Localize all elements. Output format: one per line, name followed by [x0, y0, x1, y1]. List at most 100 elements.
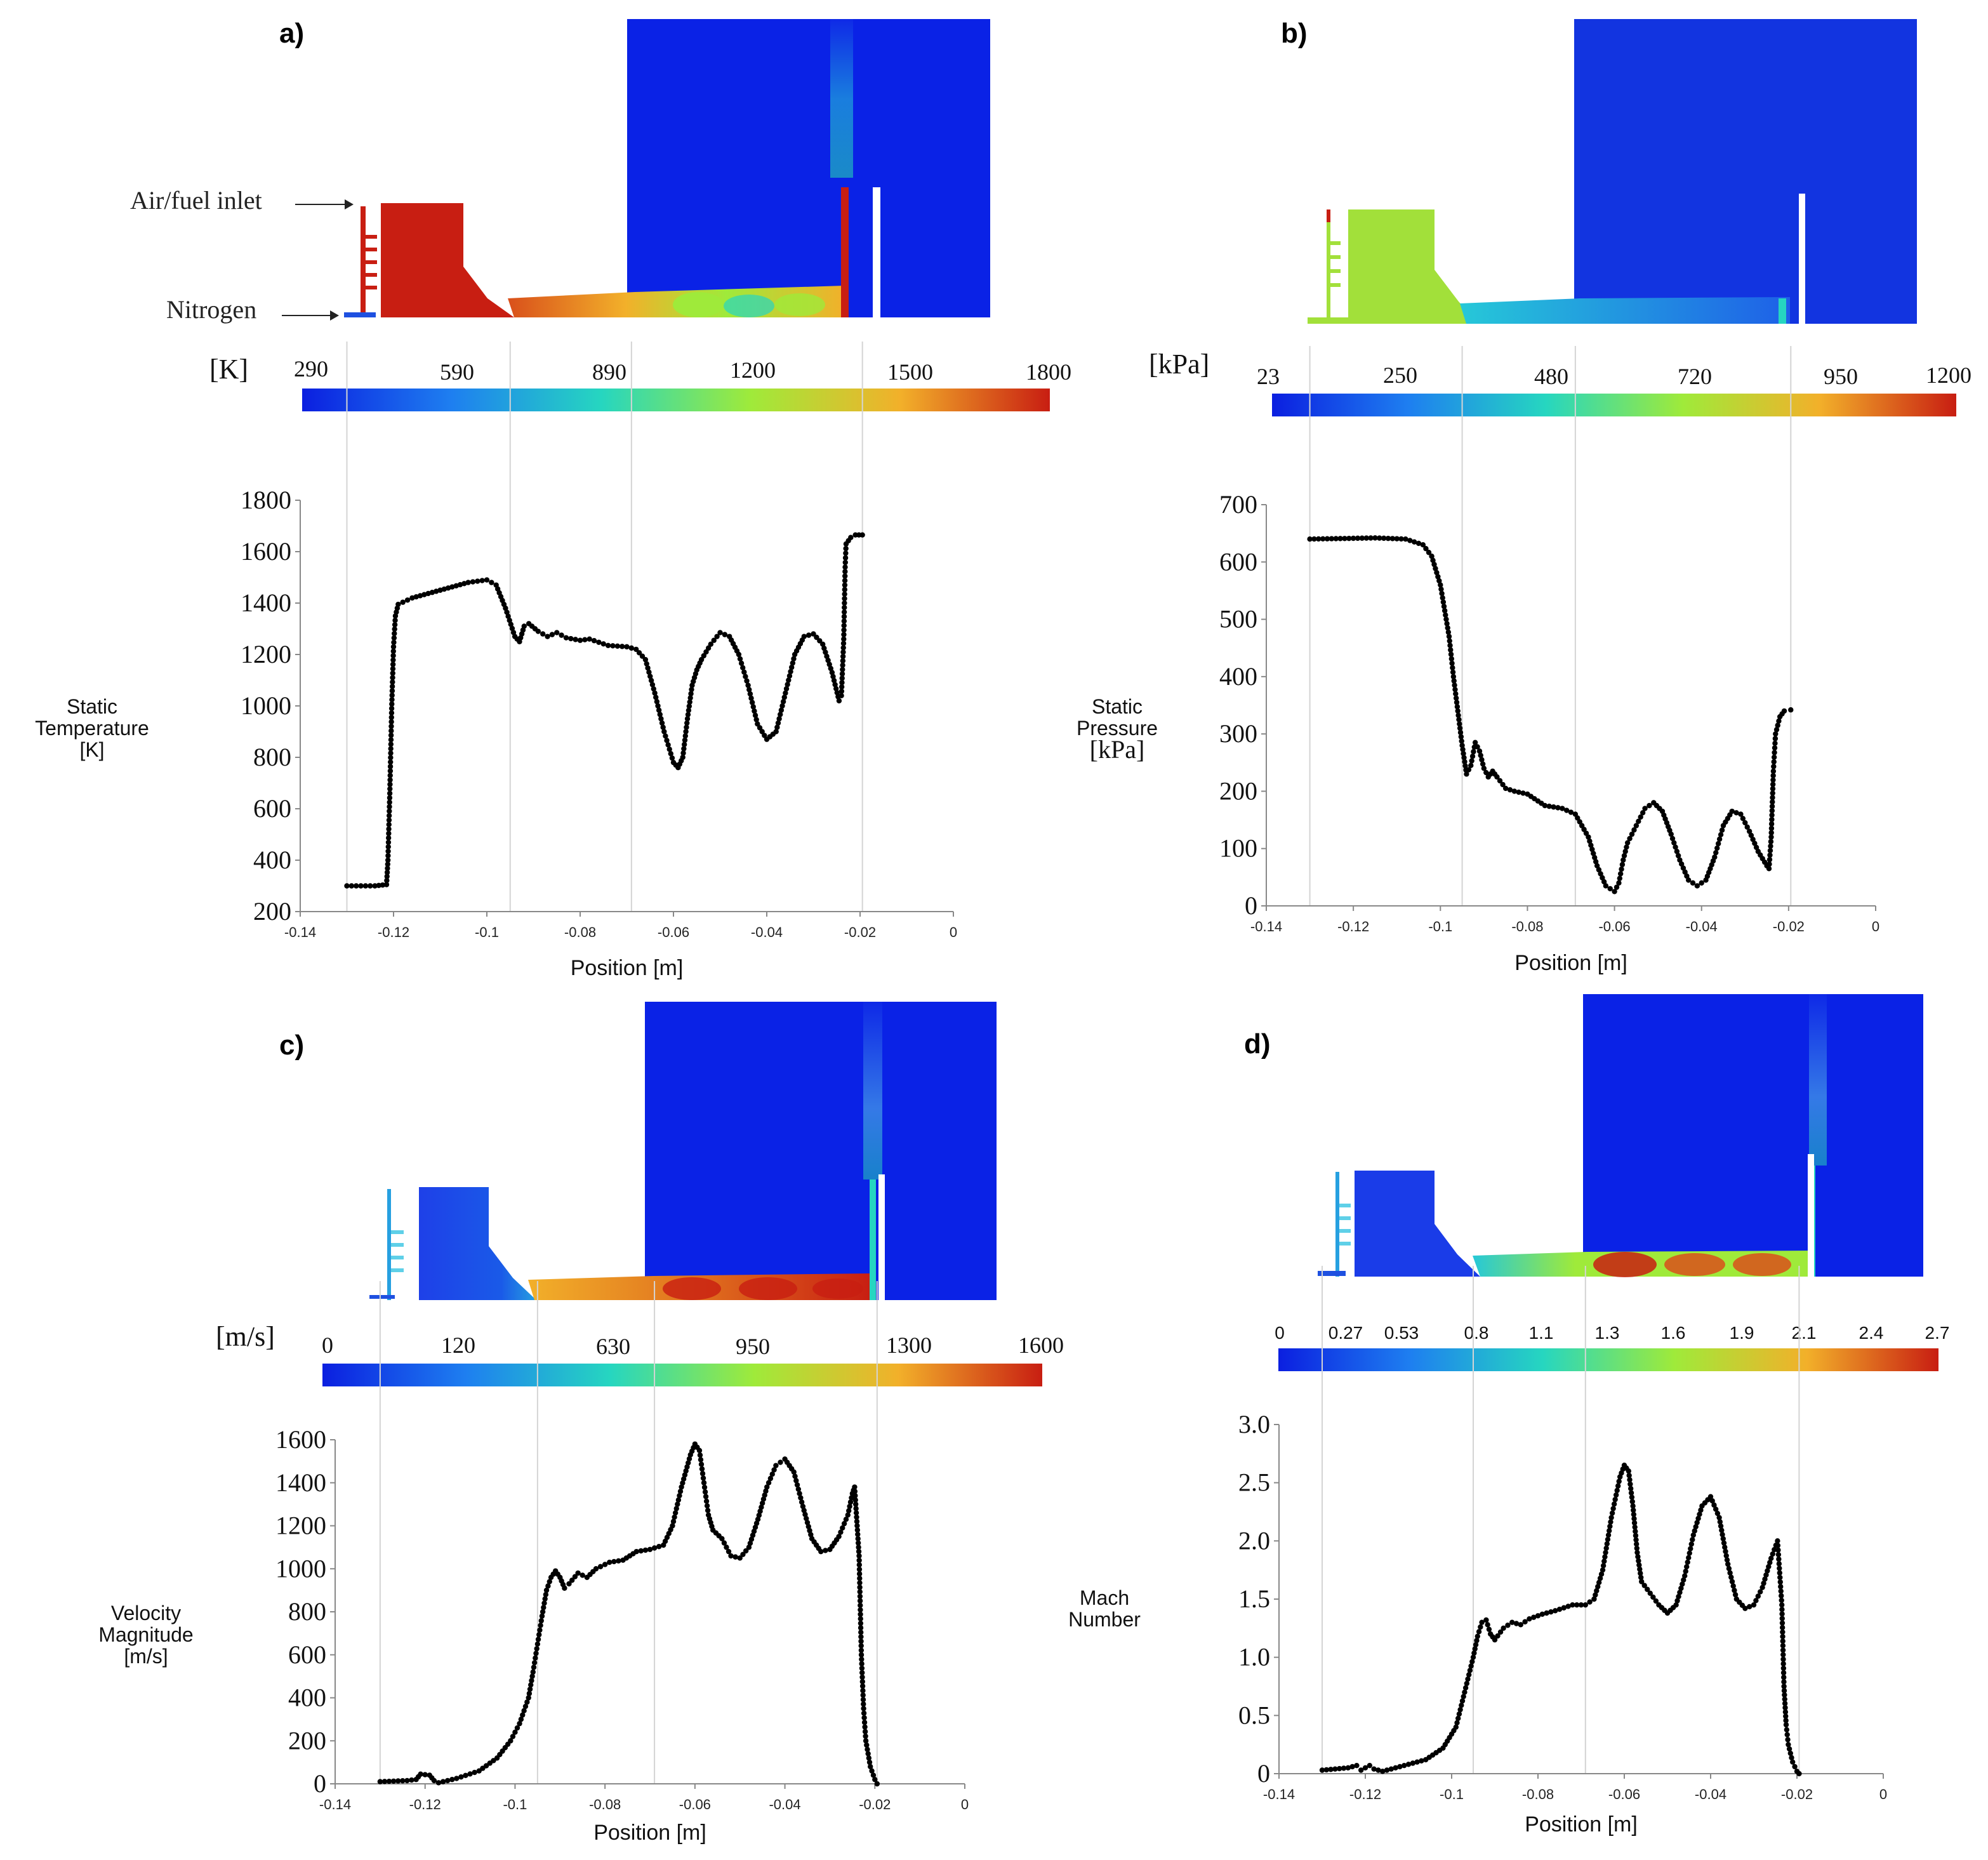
data-point	[841, 1520, 847, 1527]
data-point	[388, 714, 394, 721]
data-point	[1782, 1692, 1787, 1698]
data-point	[786, 677, 792, 683]
data-point	[1605, 1532, 1612, 1538]
y-tick-label: 1000	[275, 1554, 326, 1583]
data-point	[638, 1548, 644, 1554]
data-point	[344, 883, 350, 889]
scale-unit-b: [kPa]	[1149, 349, 1210, 380]
ylabel-line: Static	[1091, 695, 1143, 718]
scale-tick: 480	[1534, 364, 1568, 389]
data-point	[1476, 1629, 1482, 1635]
data-point	[1638, 1571, 1643, 1576]
x-tick-label: -0.02	[1773, 919, 1805, 934]
data-point	[1328, 1767, 1334, 1772]
data-point	[1684, 1564, 1690, 1570]
data-point	[842, 578, 848, 583]
data-point	[864, 1742, 870, 1748]
data-point	[1354, 1762, 1360, 1769]
data-point	[1773, 727, 1780, 733]
data-point	[385, 844, 391, 850]
data-point	[1632, 1524, 1638, 1530]
data-point	[1633, 1529, 1638, 1534]
data-point	[840, 641, 847, 646]
data-point	[661, 729, 667, 734]
data-point	[1455, 712, 1461, 719]
data-point	[435, 1780, 442, 1786]
data-point	[503, 605, 508, 611]
data-point	[1461, 1694, 1466, 1699]
data-point	[388, 759, 394, 765]
data-point	[1380, 1769, 1386, 1774]
data-point	[764, 1484, 770, 1490]
data-point	[1766, 861, 1772, 867]
data-point	[686, 1456, 692, 1462]
data-point	[1456, 1711, 1462, 1717]
scale-tick: 1800	[1026, 359, 1071, 385]
data-point	[610, 643, 616, 649]
data-point	[372, 883, 378, 889]
data-point	[1481, 766, 1487, 771]
data-point	[807, 1527, 812, 1534]
data-point	[531, 1659, 538, 1666]
data-point	[541, 1605, 547, 1611]
data-point	[1787, 1750, 1793, 1757]
data-point	[708, 641, 714, 647]
data-point	[684, 716, 691, 722]
data-point	[1445, 629, 1452, 635]
data-point	[385, 839, 392, 846]
data-point	[856, 1548, 862, 1555]
data-point	[1505, 1623, 1511, 1628]
data-point	[390, 648, 396, 654]
data-point	[1483, 769, 1489, 776]
data-point	[530, 1669, 536, 1675]
data-point	[529, 1673, 535, 1679]
data-point	[387, 790, 393, 796]
data-point	[1381, 535, 1387, 541]
data-point	[737, 1555, 743, 1561]
data-point	[1716, 836, 1723, 842]
data-point	[858, 1616, 863, 1622]
data-point	[1368, 535, 1374, 541]
x-tick-label: -0.08	[564, 924, 596, 940]
data-point	[1775, 1538, 1780, 1544]
data-point	[547, 1579, 552, 1584]
data-point	[1461, 750, 1466, 757]
data-point	[1686, 1550, 1692, 1556]
data-point	[1478, 1624, 1483, 1630]
data-point	[1647, 1590, 1653, 1597]
x-tick-label: -0.12	[1349, 1786, 1381, 1802]
data-point	[1607, 1524, 1613, 1529]
data-point	[1453, 695, 1459, 701]
data-point	[848, 535, 854, 540]
data-point	[1441, 604, 1447, 609]
data-point	[1694, 1520, 1700, 1525]
data-point	[1485, 1622, 1490, 1628]
data-point	[771, 1467, 777, 1473]
data-point	[470, 579, 476, 585]
data-point	[524, 1699, 530, 1705]
data-point	[1633, 1537, 1639, 1543]
data-point	[732, 1554, 738, 1560]
data-point	[1778, 1584, 1784, 1590]
data-point	[1732, 1591, 1739, 1598]
data-point	[1782, 1701, 1788, 1706]
data-point	[1509, 1619, 1515, 1625]
data-point	[1350, 535, 1356, 541]
data-point	[1582, 1602, 1588, 1608]
data-point	[845, 1512, 851, 1518]
data-point	[431, 1777, 437, 1784]
data-point	[1635, 1554, 1641, 1560]
x-tick-label: -0.02	[859, 1797, 891, 1812]
data-point	[526, 1695, 531, 1701]
data-point	[1770, 790, 1775, 796]
scale-tick: 1.3	[1594, 1323, 1620, 1343]
ylabel-line: Static	[66, 695, 118, 718]
data-point	[1766, 856, 1773, 863]
data-point	[682, 1472, 688, 1478]
data-point	[1629, 1494, 1635, 1500]
ylabel-line: Magnitude	[98, 1623, 194, 1646]
data-point	[1725, 1561, 1731, 1567]
data-point	[1633, 1541, 1640, 1547]
data-point	[1783, 1713, 1789, 1719]
data-point	[1393, 1765, 1398, 1771]
